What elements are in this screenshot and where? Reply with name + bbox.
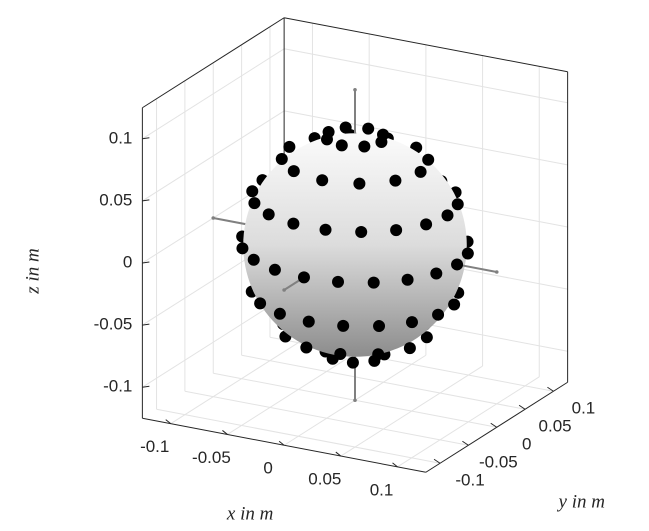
tick-mark	[518, 404, 526, 410]
sensor-point	[461, 247, 474, 260]
tick-mark	[490, 422, 498, 428]
stem-tip	[282, 288, 286, 292]
tick-mark	[278, 440, 285, 446]
sensor-point	[302, 315, 315, 328]
tick-mark	[222, 430, 228, 435]
grid-line	[184, 390, 469, 446]
tick-mark	[142, 199, 150, 202]
sensor-point	[337, 319, 350, 332]
sensor-point	[247, 253, 260, 266]
tick-mark	[433, 458, 441, 464]
tick-mark	[142, 261, 150, 264]
stem-tip	[353, 87, 357, 92]
x-tick-label: 0	[263, 459, 272, 478]
z-tick-label: 0	[123, 252, 132, 271]
sensor-point	[420, 331, 433, 344]
y-tick-label: -0.05	[479, 453, 518, 472]
sensor-point	[353, 177, 366, 190]
y-axis-label: y in m	[557, 492, 605, 513]
sensor-point	[273, 307, 286, 320]
grid-line	[142, 296, 285, 388]
sensor-point	[332, 275, 345, 288]
sensor-point	[401, 273, 414, 286]
sensor-point	[254, 297, 267, 310]
sensor-point	[320, 133, 333, 146]
sensor-point	[422, 153, 435, 166]
stem-tip	[494, 270, 499, 274]
sensor-point	[358, 140, 371, 153]
z-tick-label: -0.05	[94, 315, 133, 334]
sensor-point	[403, 342, 416, 355]
sensor-point	[283, 140, 296, 153]
sensor-point	[268, 263, 281, 276]
sensor-point	[405, 316, 418, 329]
y-tick-label: 0.05	[539, 417, 572, 436]
x-tick-label: 0.1	[370, 480, 394, 499]
sensor-point	[377, 128, 390, 141]
z-tick-label: 0.05	[99, 190, 132, 209]
sensor-point	[236, 242, 249, 255]
grid-line	[284, 48, 568, 104]
grid-line	[241, 354, 526, 410]
x-tick-label: -0.05	[192, 448, 231, 467]
stem-tip	[353, 398, 357, 403]
sensor-point	[430, 267, 443, 280]
grid-line	[142, 110, 285, 202]
axis-edge	[284, 17, 568, 73]
sensor-point	[316, 174, 329, 187]
sensor-point	[390, 224, 403, 237]
stem-tip	[211, 216, 216, 220]
axis-stem	[456, 263, 497, 273]
sensor-point	[246, 185, 259, 198]
x-tick-label: -0.1	[140, 437, 169, 456]
sensor-point	[367, 276, 380, 289]
sensor-point	[432, 308, 445, 321]
y-tick-label: 0.1	[572, 399, 596, 418]
tick-mark	[547, 386, 554, 392]
y-tick-label: 0	[522, 435, 531, 454]
sensor-point	[248, 197, 261, 210]
tick-mark	[165, 419, 172, 425]
axis-edge	[142, 17, 285, 109]
z-axis-label: z in m	[23, 248, 44, 294]
z-tick-label: -0.1	[103, 377, 132, 396]
tick-mark	[335, 451, 342, 457]
sensor-point	[339, 121, 352, 134]
sensor-point	[346, 356, 359, 369]
sensor-point	[389, 174, 402, 187]
grid-line	[142, 48, 285, 140]
tick-mark	[142, 137, 150, 140]
sensor-point	[335, 139, 348, 152]
sensor-point	[334, 347, 347, 360]
tick-mark	[392, 462, 398, 468]
sensor-point	[414, 165, 427, 178]
sensor-point	[448, 298, 461, 311]
sensor-point	[451, 258, 464, 271]
tick-mark	[142, 323, 150, 326]
sensor-point	[451, 198, 464, 211]
sensor-point	[373, 320, 386, 333]
sensor-point	[275, 152, 288, 165]
sensor-point	[287, 165, 300, 178]
grid-line	[156, 408, 441, 464]
sensor-point	[287, 217, 300, 230]
sensor-point	[362, 122, 375, 135]
sensor-point	[420, 218, 433, 231]
tick-mark	[462, 440, 469, 446]
sensor-point	[262, 208, 275, 221]
sensor-point	[372, 348, 385, 361]
sensor-point	[297, 271, 310, 284]
tick-mark	[142, 385, 150, 388]
sensor-point	[319, 223, 332, 236]
grid-line	[284, 110, 568, 166]
sensor-point	[441, 209, 454, 222]
x-tick-label: 0.05	[308, 470, 341, 489]
sensor-point	[355, 225, 368, 238]
z-tick-label: 0.1	[109, 128, 133, 147]
x-axis-label: x in m	[226, 504, 273, 525]
sphere	[243, 133, 467, 357]
sensor-point	[300, 341, 313, 354]
y-tick-label: -0.1	[455, 471, 484, 490]
